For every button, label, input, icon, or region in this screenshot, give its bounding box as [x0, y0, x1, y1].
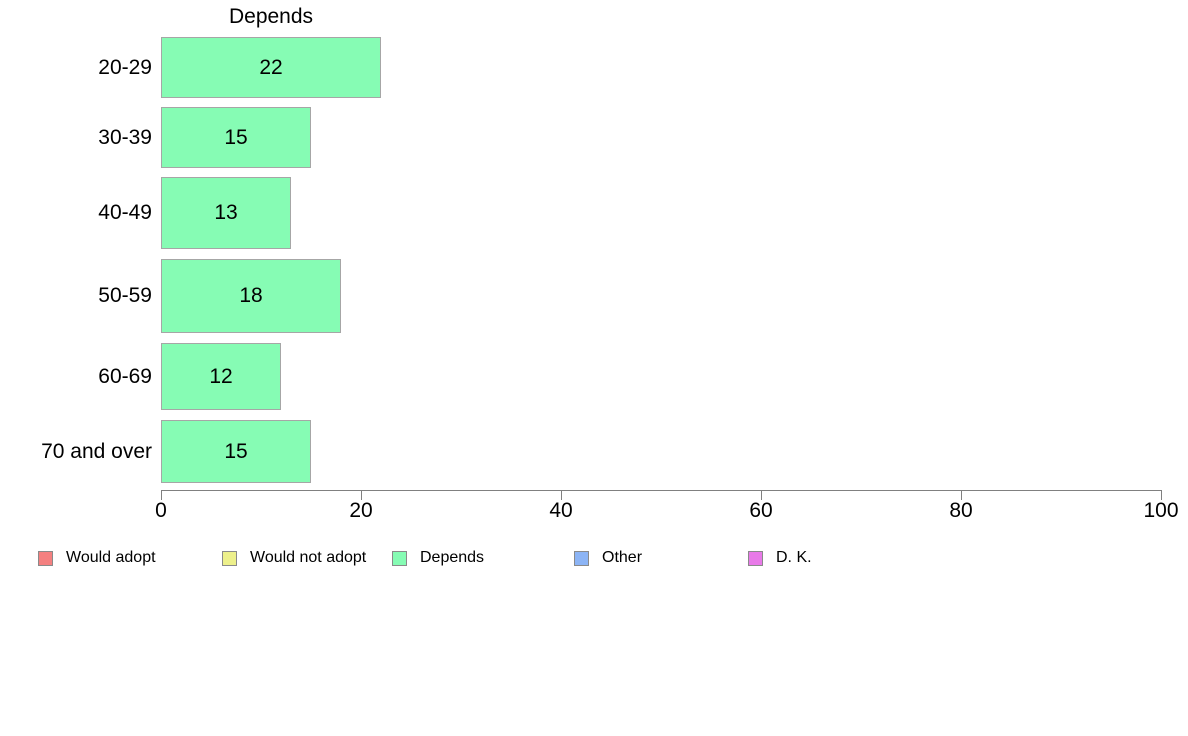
legend-swatch-icon: [222, 550, 237, 566]
x-axis-tick-label: 80: [949, 499, 973, 522]
bar: 22: [161, 37, 381, 98]
x-axis-line: [161, 490, 1161, 491]
category-label: 70 and over: [41, 439, 152, 463]
category-label: 50-59: [98, 284, 152, 307]
x-axis-tick: [361, 490, 362, 500]
x-axis-tick-label: 0: [155, 499, 167, 522]
legend-swatch-icon: [748, 550, 763, 566]
bar: 18: [161, 259, 341, 333]
legend-swatch-icon: [392, 550, 407, 566]
x-axis-tick-label: 20: [349, 499, 373, 522]
bar: 15: [161, 420, 311, 483]
category-label: 60-69: [98, 364, 152, 388]
bar-value-label: 22: [259, 56, 283, 79]
bar: 12: [161, 343, 281, 410]
category-label: 40-49: [98, 201, 152, 224]
x-axis-tick: [161, 490, 162, 500]
bar-value-label: 15: [224, 440, 248, 463]
x-axis-tick: [761, 490, 762, 500]
legend-label: D. K.: [776, 549, 812, 566]
x-axis-tick-label: 100: [1143, 499, 1179, 522]
legend-item: D. K.: [748, 549, 812, 567]
category-label: 20-29: [98, 55, 152, 79]
legend-item: Would adopt: [38, 549, 156, 567]
bar-value-label: 12: [209, 365, 233, 388]
legend-item: Would not adopt: [222, 549, 366, 567]
x-axis-tick: [1161, 490, 1162, 500]
bar: 13: [161, 177, 291, 249]
legend-label: Depends: [420, 549, 485, 566]
legend-label: Would not adopt: [250, 549, 367, 566]
legend-item: Depends: [392, 549, 484, 567]
chart-title: Depends: [228, 5, 314, 28]
x-axis-tick: [961, 490, 962, 500]
legend-item: Other: [574, 549, 642, 567]
bar-value-label: 15: [224, 126, 248, 149]
legend-swatch-icon: [574, 550, 589, 566]
legend-label: Other: [602, 549, 643, 566]
bar: 15: [161, 107, 311, 168]
x-axis-tick: [561, 490, 562, 500]
x-axis-tick-label: 60: [749, 499, 773, 522]
category-label: 30-39: [98, 125, 152, 149]
legend-label: Would adopt: [66, 549, 156, 566]
bar-value-label: 13: [214, 201, 238, 224]
bar-value-label: 18: [239, 284, 263, 307]
x-axis-tick-label: 40: [549, 499, 573, 522]
legend-swatch-icon: [38, 550, 53, 566]
